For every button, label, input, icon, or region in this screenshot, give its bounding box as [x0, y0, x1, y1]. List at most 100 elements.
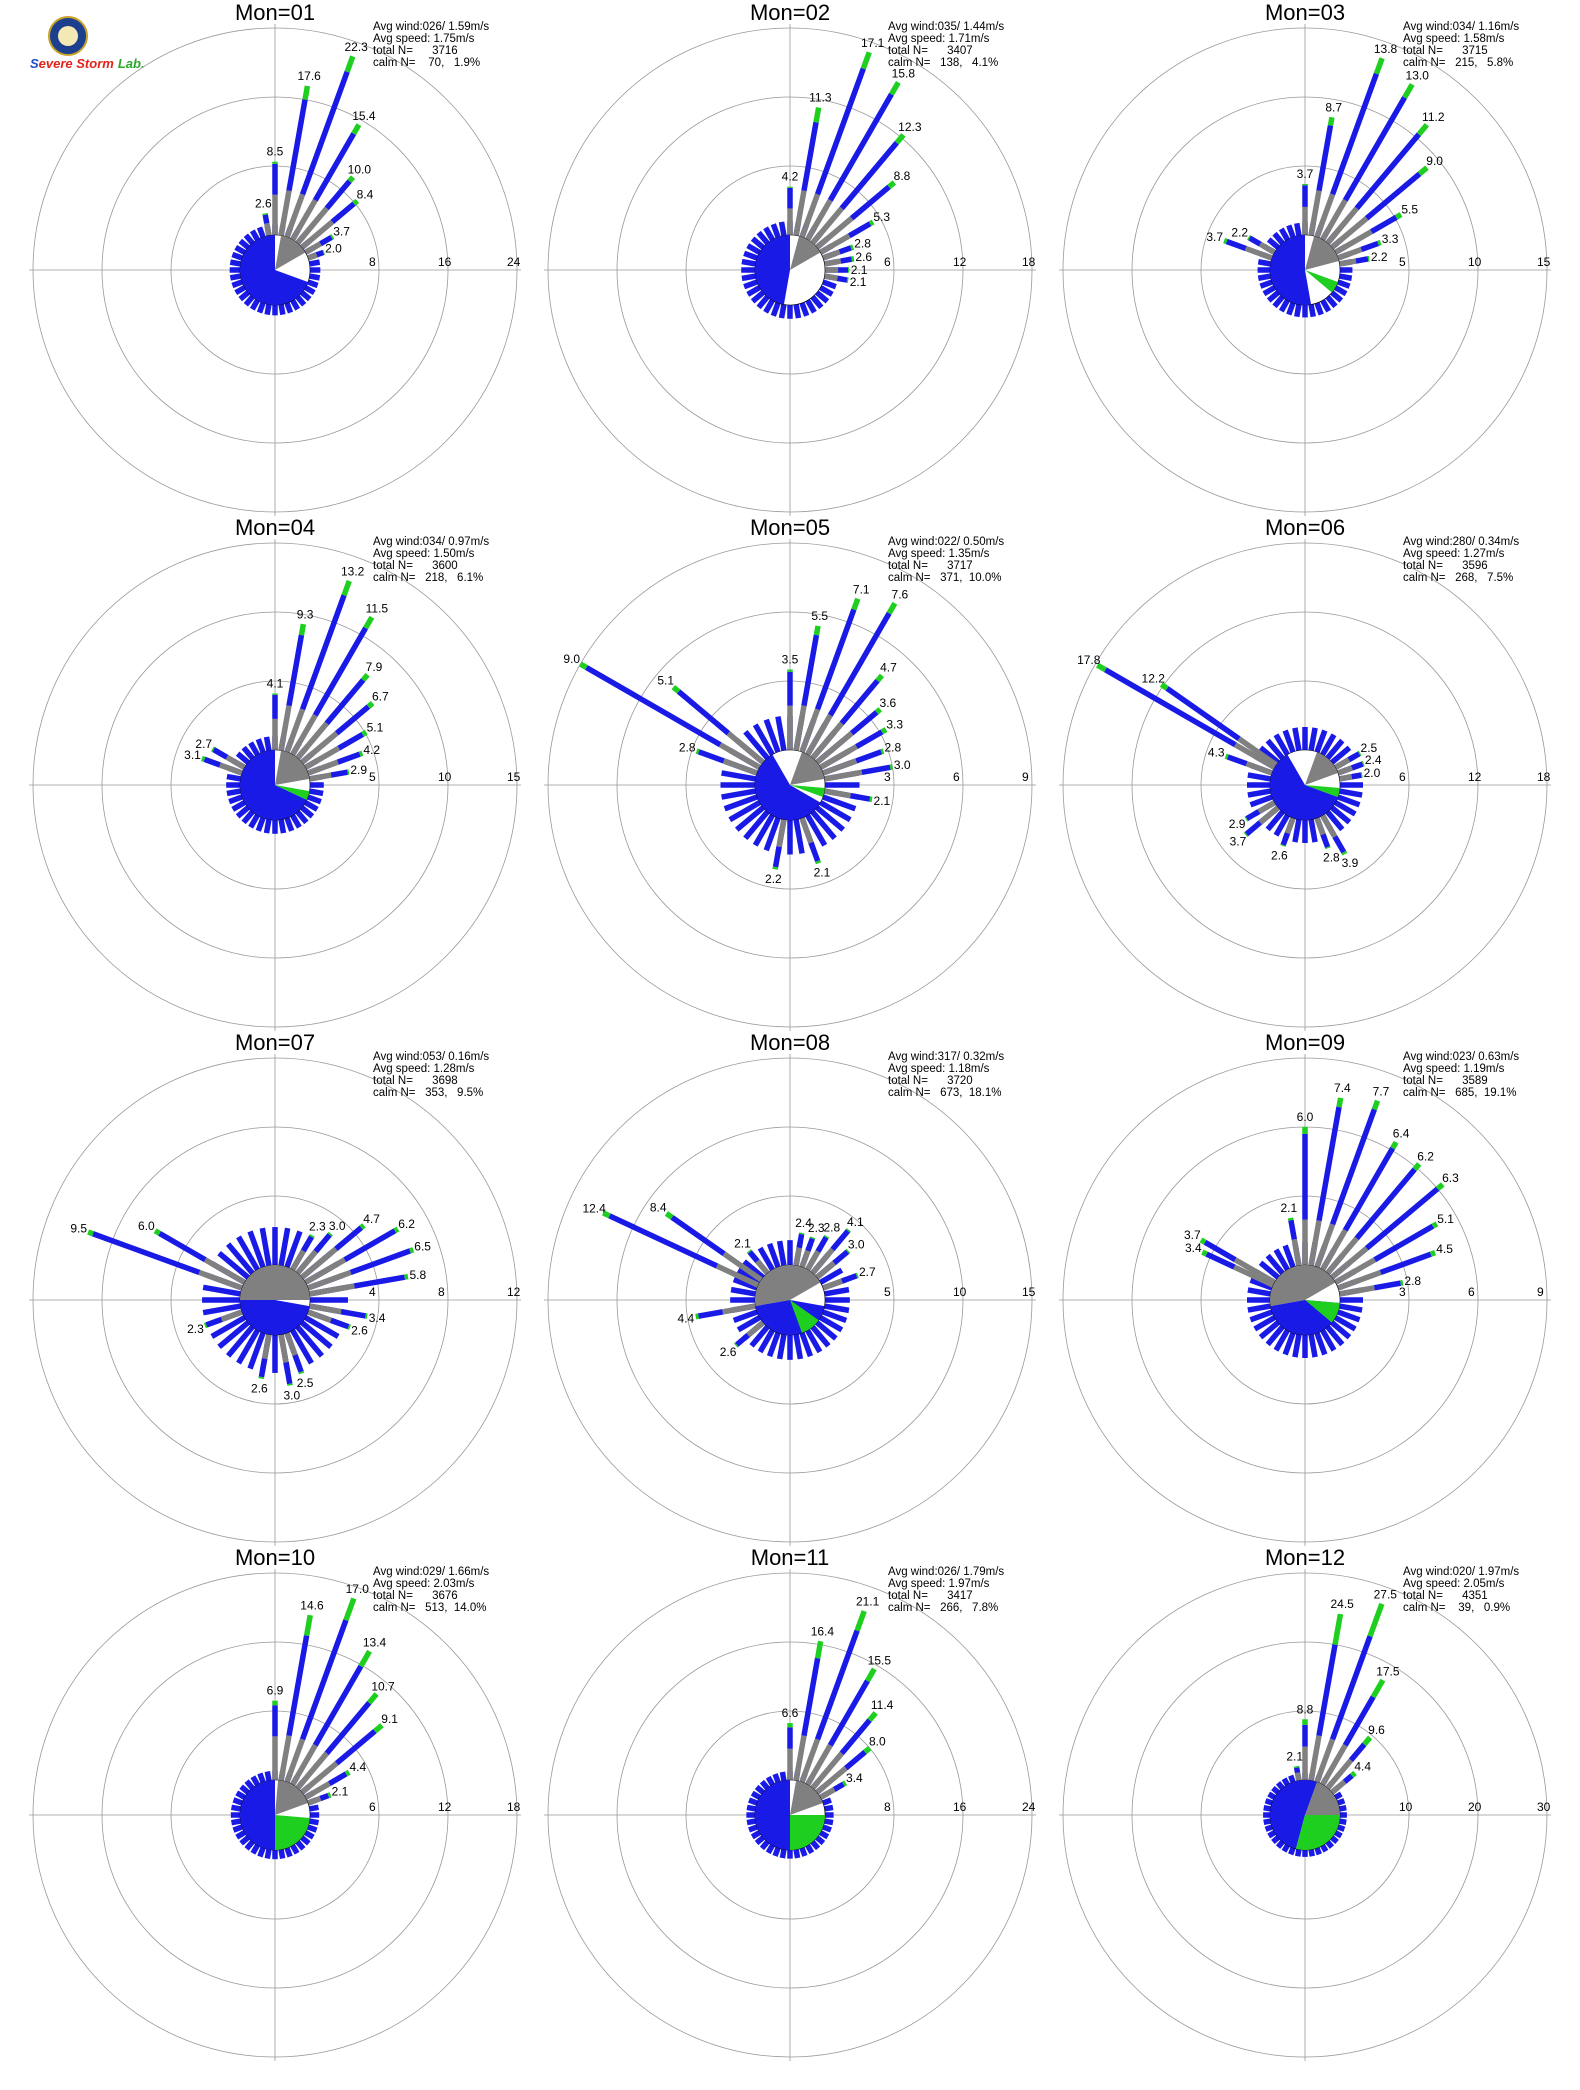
ring — [1200, 1710, 1410, 1920]
minor-bar — [765, 1775, 775, 1787]
bar — [670, 1215, 726, 1257]
minor-bar — [732, 1276, 759, 1291]
bar — [1320, 833, 1331, 849]
minor-bar — [295, 1840, 306, 1851]
bar — [801, 634, 820, 707]
bar-label: 2.8 — [854, 237, 871, 251]
bar-label: 5.5 — [811, 609, 828, 623]
center-green-sector — [790, 785, 825, 797]
bar — [258, 1358, 268, 1378]
wind-rose-2: 6 12 184.211.317.115.812.38.85.32.82.62.12… — [544, 0, 1036, 516]
wind-rose-7: 4 8 129.5 6.0 2.3 3.0 4.7 6.26.55.83.42.62.53.0… — [29, 1030, 521, 1546]
minor-bar — [805, 298, 817, 314]
bar-high-speed-part — [1435, 1182, 1445, 1191]
bar-calm-part — [776, 818, 787, 848]
bar — [343, 1228, 397, 1263]
minor-bar — [1325, 295, 1338, 309]
chart-title: Mon=08 — [750, 1030, 830, 1055]
bar-label: 12.4 — [582, 1202, 606, 1216]
bar-high-speed-part — [733, 1342, 739, 1348]
chart-title: Mon=12 — [1265, 1545, 1345, 1570]
minor-bar — [243, 233, 255, 245]
minor-bar — [1267, 1791, 1277, 1800]
minor-bar — [278, 818, 287, 834]
ring — [170, 1195, 380, 1405]
minor-bar — [247, 1331, 266, 1370]
minor-bar — [759, 1840, 770, 1851]
ring-label: 6 — [369, 1800, 376, 1814]
bar-label: 2.1 — [1286, 1749, 1303, 1763]
ring — [616, 1126, 964, 1474]
bar-label: 2.1 — [734, 1236, 751, 1250]
bar-calm-part — [300, 731, 339, 765]
bar — [814, 608, 857, 711]
minor-bar — [1330, 1320, 1352, 1340]
minor-bar — [1265, 810, 1285, 832]
minor-bar — [255, 738, 266, 754]
ring-label: 15 — [1537, 255, 1551, 269]
minor-bar — [756, 230, 770, 245]
minor-bar — [241, 810, 255, 825]
bar-label: 17.6 — [297, 69, 321, 83]
ring-label: 16 — [438, 255, 452, 269]
bar-calm-part — [815, 731, 854, 765]
ring — [101, 1126, 449, 1474]
center-green-sector — [1305, 1300, 1340, 1323]
bar — [697, 749, 725, 764]
ring — [1062, 27, 1548, 513]
ring-label: 18 — [507, 1800, 521, 1814]
bar — [212, 747, 229, 760]
bar — [827, 92, 894, 202]
ring-label: 30 — [1537, 1800, 1551, 1814]
bar-calm-part — [821, 249, 841, 261]
wind-rose-9: 3 6 9 2.1 6.0 7.4 7.7 6.4 6.2 6.3 5.1 4.5 2.8 3.73.4 M… — [1059, 1030, 1551, 1546]
ring-label: 5 — [369, 770, 376, 784]
info-line: Avg speed: 1.18m/s — [888, 1063, 990, 1075]
bar — [832, 1249, 850, 1265]
minor-bar — [779, 1848, 787, 1859]
minor-bar — [776, 1240, 787, 1267]
bar-label: 12.3 — [898, 120, 922, 134]
bar-label: 2.6 — [351, 1324, 368, 1338]
minor-bar — [766, 1331, 781, 1358]
minor-bar — [239, 1784, 250, 1795]
bar — [330, 1317, 350, 1330]
bar — [1245, 809, 1261, 821]
bar-label: 3.0 — [894, 758, 911, 772]
info-line: Avg wind:023/ 0.63m/s — [1403, 1051, 1519, 1063]
info-line: calm N= 218, 6.1% — [373, 572, 483, 584]
bar — [849, 184, 891, 221]
ring — [616, 96, 964, 444]
info-line: Avg speed: 1.97m/s — [888, 1578, 990, 1590]
bar-calm-part — [821, 1278, 844, 1291]
bar-high-speed-part — [860, 51, 872, 70]
center-blue-sector — [755, 1780, 790, 1850]
bar-label: 4.4 — [1354, 1760, 1371, 1774]
minor-bar — [1272, 295, 1285, 309]
ring-label: 18 — [1537, 770, 1551, 784]
bar-calm-part — [799, 708, 821, 754]
bar-calm-part — [290, 1249, 306, 1272]
bar-label: 6.5 — [414, 1239, 431, 1253]
bar-high-speed-part — [211, 746, 215, 752]
bar-label: 15.4 — [352, 109, 376, 123]
bar-calm-part — [805, 1743, 833, 1787]
bar-label: 5.1 — [1437, 1212, 1454, 1226]
info-line: total N= 3698 — [373, 1075, 458, 1087]
ring-label: 12 — [1468, 770, 1482, 784]
info-line: calm N= 353, 9.5% — [373, 1087, 483, 1099]
minor-bar — [202, 1303, 242, 1316]
minor-bar — [766, 1242, 781, 1269]
bar — [734, 1333, 750, 1347]
bar-calm-part — [1258, 805, 1280, 825]
info-line: total N= 4351 — [1403, 1590, 1488, 1602]
center-green-sector — [790, 1300, 819, 1333]
bar-high-speed-part — [1373, 57, 1385, 75]
ring — [32, 1057, 518, 1543]
minor-bar — [810, 1325, 831, 1348]
minor-bar — [748, 1824, 759, 1833]
minor-bar — [1275, 1840, 1285, 1849]
minor-bar — [306, 794, 322, 805]
bar-calm-part — [793, 1735, 807, 1782]
